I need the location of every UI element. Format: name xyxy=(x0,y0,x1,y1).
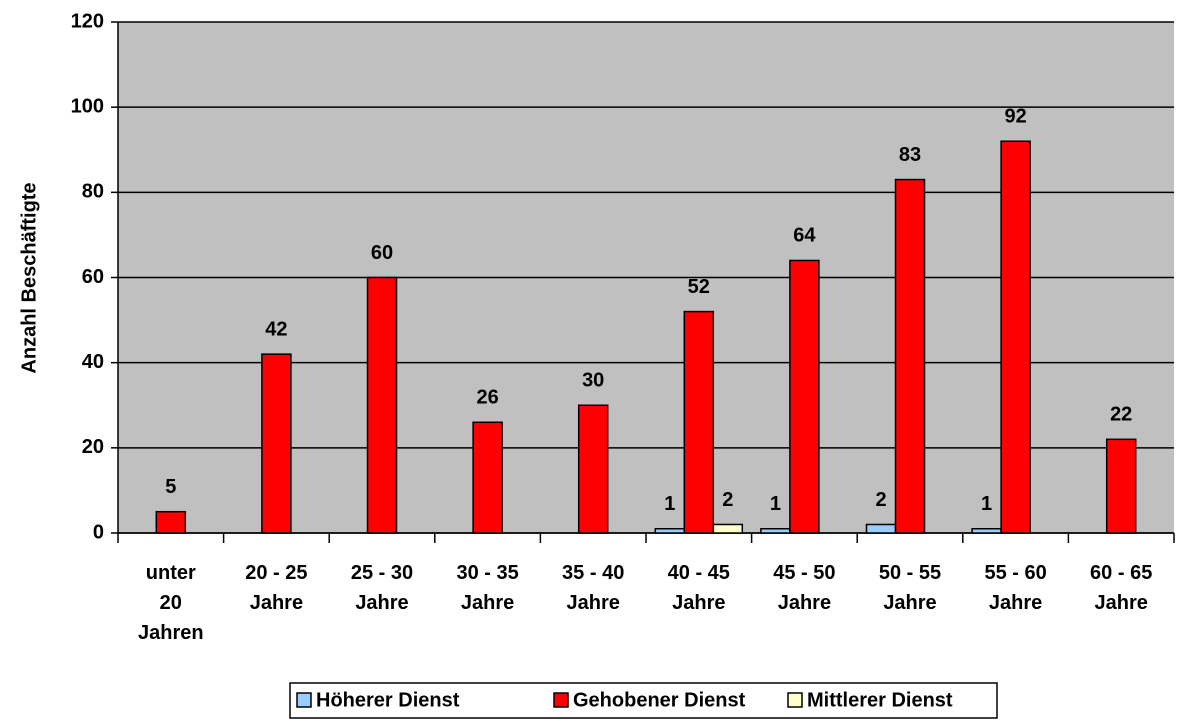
data-label: 1 xyxy=(770,493,781,515)
bar xyxy=(712,523,744,534)
bar xyxy=(155,510,187,534)
bar xyxy=(894,178,926,534)
x-tick-label: 20 - 25 Jahre xyxy=(245,562,308,614)
legend-label: Gehobener Dienst xyxy=(573,689,746,711)
legend-swatch xyxy=(787,692,803,708)
data-label: 22 xyxy=(1110,404,1132,426)
x-tick-label: 55 - 60 Jahre xyxy=(984,562,1047,614)
y-tick-label: 120 xyxy=(71,10,104,32)
x-tick-label: 35 - 40 Jahre xyxy=(562,562,625,614)
x-tick-label: unter 20 Jahren xyxy=(138,562,204,644)
bar xyxy=(760,527,791,534)
bar xyxy=(865,523,897,534)
y-axis-title: Anzahl Beschäftigte xyxy=(18,182,40,373)
data-label: 60 xyxy=(371,242,393,264)
bar xyxy=(366,276,398,534)
data-label: 5 xyxy=(165,476,176,498)
y-tick-label: 60 xyxy=(82,266,104,288)
data-label: 64 xyxy=(793,225,816,247)
legend-swatch xyxy=(296,692,312,708)
data-label: 1 xyxy=(981,493,992,515)
bar xyxy=(789,259,820,534)
y-tick-label: 20 xyxy=(82,436,104,458)
x-tick-label: 30 - 35 Jahre xyxy=(456,562,519,614)
bar xyxy=(261,353,292,534)
x-tick-label: 25 - 30 Jahre xyxy=(350,562,414,614)
x-tick-label: 40 - 45 Jahre xyxy=(667,562,730,614)
bar xyxy=(683,310,715,534)
y-tick-label: 100 xyxy=(71,95,104,117)
data-label: 26 xyxy=(476,387,498,409)
x-tick-label: 60 - 65 Jahre xyxy=(1090,562,1153,614)
bar xyxy=(654,527,686,534)
legend-label: Mittlerer Dienst xyxy=(807,689,953,711)
data-label: 1 xyxy=(664,493,675,515)
bar xyxy=(472,421,503,534)
data-label: 83 xyxy=(899,144,921,166)
data-label: 42 xyxy=(265,318,287,340)
legend-swatch xyxy=(553,692,569,708)
bar xyxy=(1105,438,1137,534)
legend-label: Höherer Dienst xyxy=(316,689,460,711)
y-tick-label: 0 xyxy=(93,521,104,543)
y-tick-label: 40 xyxy=(82,351,104,373)
data-label: 30 xyxy=(582,370,604,392)
data-label: 52 xyxy=(688,276,710,298)
bar xyxy=(971,527,1002,534)
y-tick-label: 80 xyxy=(82,181,104,203)
data-label: 2 xyxy=(875,489,886,511)
x-tick-label: 45 - 50 Jahre xyxy=(773,562,836,614)
bar xyxy=(577,404,609,534)
bar xyxy=(1000,140,1031,534)
data-label: 2 xyxy=(722,489,733,511)
legend-box xyxy=(289,682,998,719)
x-tick-label: 50 - 55 Jahre xyxy=(878,562,942,614)
data-label: 92 xyxy=(1004,106,1026,128)
